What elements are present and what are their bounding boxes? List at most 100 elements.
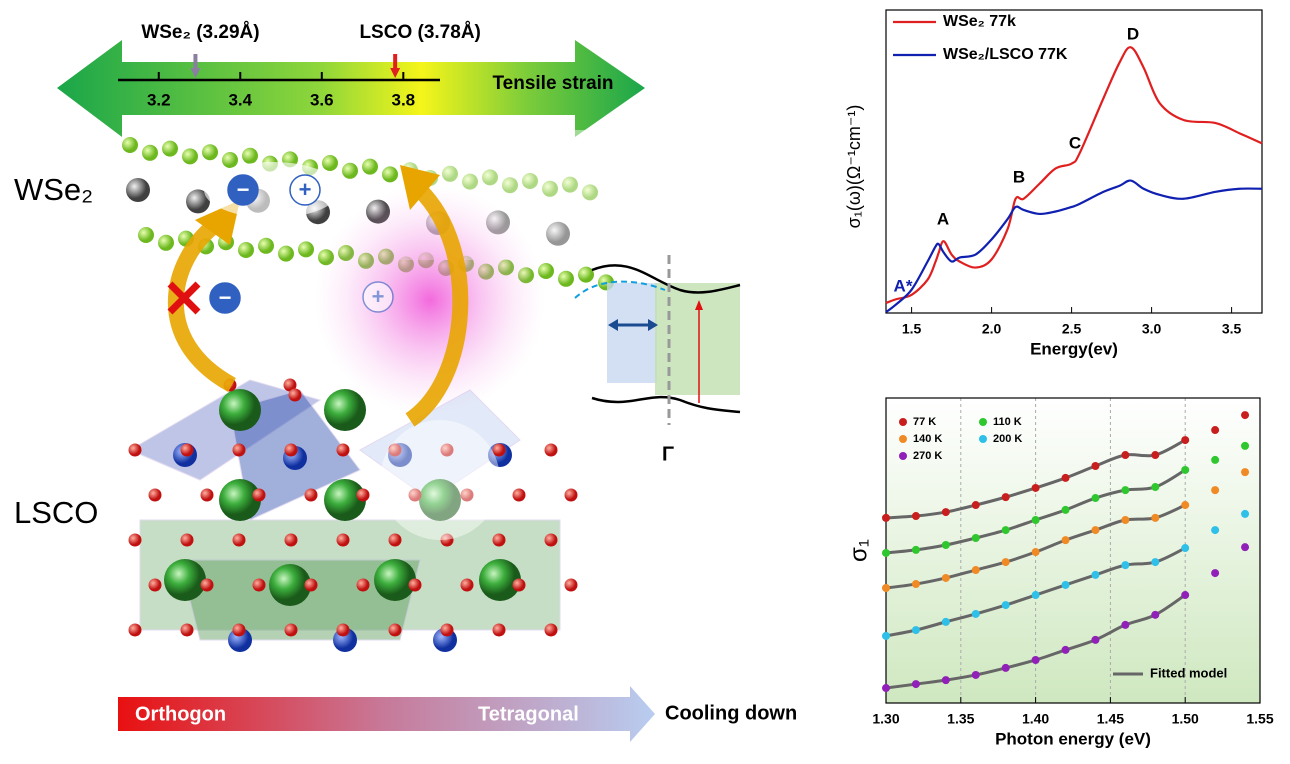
data-point — [882, 584, 890, 593]
diagram: 3.2 3.4 3.6 3.8 Tensile strain WSe₂ (3.29Å) LS… — [14, 22, 797, 742]
data-point — [1121, 451, 1130, 460]
atom-o — [388, 623, 402, 637]
legend-label: WSe₂ 77k — [943, 13, 1016, 30]
data-point — [1211, 569, 1220, 578]
data-point — [882, 684, 890, 693]
atom-se — [442, 165, 458, 182]
atom-o — [304, 488, 318, 502]
data-point — [1061, 536, 1070, 545]
data-point — [1181, 591, 1190, 600]
legend-label: 140 K — [913, 433, 942, 445]
x-axis-label: Photon energy (eV) — [995, 729, 1151, 748]
atom-o — [284, 623, 298, 637]
charge-sign: − — [219, 285, 232, 310]
data-point — [1001, 601, 1010, 610]
data-point — [1121, 516, 1130, 524]
atom-o — [128, 533, 142, 547]
data-point — [1181, 465, 1190, 474]
data-point — [1091, 526, 1100, 535]
data-point — [1091, 494, 1100, 503]
strain-tick-label: 3.4 — [228, 90, 252, 109]
cooling-arrow — [118, 686, 655, 742]
atom-o — [544, 443, 558, 457]
atom-o — [564, 488, 578, 502]
legend-label: 200 K — [993, 433, 1022, 445]
atom-o — [356, 578, 370, 592]
highlight — [380, 420, 500, 540]
data-point — [941, 573, 950, 582]
data-point — [1241, 441, 1250, 450]
charge-sign: + — [372, 284, 385, 309]
atom-la — [324, 389, 366, 431]
atom-o — [180, 443, 194, 457]
data-point — [1031, 516, 1040, 524]
data-point — [1121, 620, 1130, 629]
data-point — [1211, 426, 1220, 435]
data-point — [971, 566, 980, 575]
atom-la — [269, 564, 311, 606]
atom-w — [546, 221, 570, 246]
data-point — [882, 548, 890, 557]
atom-o — [284, 443, 298, 457]
atom-la — [419, 479, 461, 521]
atom-se — [382, 166, 398, 183]
data-point — [1091, 635, 1100, 644]
data-point — [1241, 509, 1250, 518]
x-tick-label: 3.5 — [1222, 321, 1242, 337]
atom-la — [374, 559, 416, 601]
x-tick-label: 1.35 — [947, 711, 974, 727]
x-tick-label: 1.45 — [1097, 711, 1124, 727]
atom-se — [578, 266, 594, 283]
atom-o — [304, 578, 318, 592]
atom-o — [408, 488, 422, 502]
legend-swatch — [979, 418, 987, 426]
layer-label: WSe₂ — [14, 172, 93, 207]
legend-swatch — [899, 418, 907, 426]
atom-o — [128, 623, 142, 637]
atom-o — [512, 578, 526, 592]
chart-optical: 1.5 2.0 2.5 3.0 3.5 Energy(ev) σ₁(ω)(Ω⁻¹cm⁻¹) W… — [844, 9, 1263, 358]
data-point — [911, 512, 920, 521]
data-point — [1241, 543, 1250, 552]
atom-se — [122, 137, 138, 153]
atom-la — [219, 479, 261, 521]
atom-o — [232, 533, 246, 547]
legend-swatch — [899, 452, 907, 460]
charge — [289, 174, 321, 206]
atom-o — [288, 388, 302, 402]
data-point — [1061, 580, 1070, 589]
layer-label: LSCO — [14, 495, 98, 530]
band-curve — [591, 264, 741, 294]
atom-o — [200, 578, 214, 592]
atom-o — [512, 488, 526, 502]
plot-frame — [885, 9, 1263, 314]
atom-se — [342, 162, 358, 179]
x-tick-label: 1.55 — [1246, 711, 1273, 727]
chart-temperature: 1.30 1.35 1.40 1.45 1.50 1.55 Photon energy (e… — [845, 397, 1274, 748]
atom-o — [148, 488, 162, 502]
atom-se — [462, 173, 478, 190]
data-point — [911, 626, 920, 635]
data-point — [1181, 544, 1190, 553]
x-tick-label: 1.30 — [872, 711, 899, 727]
atom-se — [582, 184, 598, 201]
atom-la — [324, 479, 366, 521]
data-point — [1031, 591, 1040, 600]
strain-tick-label: 3.8 — [391, 90, 415, 109]
atom-o — [544, 623, 558, 637]
data-point — [1151, 558, 1160, 567]
data-point — [1001, 526, 1010, 535]
atom-o — [544, 533, 558, 547]
x-tick-label: 1.40 — [1022, 711, 1049, 727]
data-point — [882, 513, 890, 522]
y-axis-label: σ₁ — [845, 539, 872, 562]
atom-se — [242, 147, 258, 164]
legend-label: WSe₂/LSCO 77K — [943, 46, 1068, 63]
data-point — [1211, 526, 1220, 535]
atom-w — [186, 189, 210, 214]
strain-marker-label: WSe₂ (3.29Å) — [141, 22, 259, 43]
data-point — [1151, 483, 1160, 492]
plot-background — [886, 398, 1260, 703]
atom-se — [562, 176, 578, 193]
atom-o — [460, 578, 474, 592]
